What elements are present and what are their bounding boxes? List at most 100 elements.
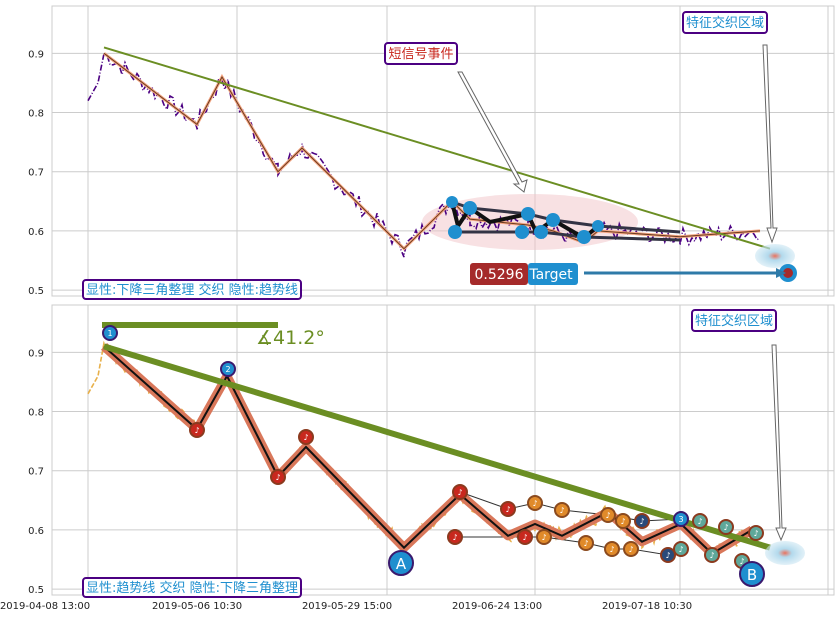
top-marker xyxy=(463,201,477,215)
bottom-trend-line xyxy=(103,343,771,551)
point-2-label: 2 xyxy=(225,365,230,374)
short-signal-arrow xyxy=(457,71,528,193)
y-tick-label: 0.8 xyxy=(28,408,44,419)
top-y-ticks: 0.5 0.6 0.7 0.8 0.9 xyxy=(28,49,44,297)
y-tick-label: 0.8 xyxy=(28,109,44,120)
note-marker xyxy=(673,541,689,557)
note-glyph: ♪ xyxy=(639,517,644,526)
note-glyph: ♪ xyxy=(541,533,546,542)
note-glyph: ♪ xyxy=(452,533,457,542)
y-tick-label: 0.6 xyxy=(28,227,44,238)
note-glyph: ♪ xyxy=(628,545,633,554)
note-glyph: ♪ xyxy=(739,557,744,566)
note-marker xyxy=(447,529,463,545)
point-b-label: B xyxy=(747,566,757,584)
y-tick-label: 0.5 xyxy=(28,585,44,596)
note-marker xyxy=(615,513,631,529)
target-marker: 0.5296 Target xyxy=(470,263,797,285)
top-zigzag xyxy=(103,52,761,250)
top-marker xyxy=(592,220,604,232)
top-marker xyxy=(546,213,560,227)
top-panel: 0.5 0.6 0.7 0.8 0.9 xyxy=(28,5,835,300)
top-triangle xyxy=(446,196,681,244)
note-glyph: ♪ xyxy=(583,539,588,548)
top-feature-zone-label: 特征交织区域 xyxy=(686,15,764,31)
y-tick-label: 0.5 xyxy=(28,286,44,297)
top-trend-line xyxy=(103,46,771,250)
x-tick-label: 2019-04-08 13:00 xyxy=(0,601,90,612)
point-a-label: A xyxy=(396,555,407,573)
y-tick-label: 0.7 xyxy=(28,168,44,179)
short-signal-label: 短信号事件 xyxy=(388,47,453,62)
point-b-marker xyxy=(739,561,765,587)
note-marker xyxy=(704,547,720,563)
note-glyph: ♪ xyxy=(678,545,683,554)
x-tick-labels: 2019-04-08 13:00 2019-05-06 10:30 2019-05-… xyxy=(0,601,692,612)
y-tick-label: 0.9 xyxy=(28,49,44,60)
point-3-label: 3 xyxy=(678,515,683,524)
point-1-label: 1 xyxy=(107,329,112,338)
top-marker xyxy=(446,196,458,208)
point-3-marker xyxy=(673,511,689,527)
bottom-legend-label: 显性:趋势线 交织 隐性:下降三角整理 xyxy=(86,580,298,596)
note-glyph: ♪ xyxy=(194,426,199,435)
note-marker xyxy=(604,541,620,557)
note-glyph: ♪ xyxy=(609,545,614,554)
point-2-marker xyxy=(220,361,236,377)
note-marker xyxy=(452,484,468,500)
bottom-grid xyxy=(52,305,834,595)
note-glyph: ♪ xyxy=(532,499,537,508)
note-glyph: ♪ xyxy=(559,506,564,515)
point-1-marker xyxy=(102,325,118,341)
note-marker xyxy=(189,422,205,438)
bottom-feature-zone xyxy=(765,541,805,565)
note-glyph: ♪ xyxy=(753,529,758,538)
top-marker xyxy=(515,225,529,239)
top-marker xyxy=(448,225,462,239)
target-value: 0.5296 xyxy=(475,267,524,283)
top-marker xyxy=(534,225,548,239)
top-marker xyxy=(577,230,591,244)
point-a-marker xyxy=(388,550,414,576)
y-tick-label: 0.9 xyxy=(28,348,44,359)
angle-label: ∡41.2° xyxy=(256,327,325,349)
note-marker xyxy=(270,469,286,485)
note-marker xyxy=(578,535,594,551)
x-tick-label: 2019-06-24 13:00 xyxy=(452,601,542,612)
note-marker xyxy=(692,513,708,529)
note-glyph: ♪ xyxy=(620,517,625,526)
top-feature-zone xyxy=(755,244,795,268)
bottom-feature-zone-label: 特征交织区域 xyxy=(695,313,773,329)
y-tick-label: 0.6 xyxy=(28,526,44,537)
note-marker xyxy=(500,501,516,517)
note-glyph: ♪ xyxy=(605,511,610,520)
bottom-zigzag xyxy=(103,345,753,555)
note-marker xyxy=(660,547,676,563)
target-label: Target xyxy=(528,267,573,283)
bottom-panel: 0.5 0.6 0.7 0.8 0.9 ∡41.2° ♪ ♪ ♪ ♪ ♪ ♪ ♪ ♪ ♪ ♪ ♪ ♪ ♪ ♪ ♪ ♪ ♪… xyxy=(28,304,835,598)
note-glyph: ♪ xyxy=(709,551,714,560)
top-marker xyxy=(521,207,535,221)
note-marker xyxy=(298,429,314,445)
note-glyph: ♪ xyxy=(275,473,280,482)
top-feature-arrow xyxy=(762,44,778,244)
note-glyph: ♪ xyxy=(697,517,702,526)
note-marker xyxy=(634,513,650,529)
note-marker xyxy=(718,519,734,535)
bottom-feature-arrow xyxy=(771,344,787,542)
x-tick-label: 2019-05-29 15:00 xyxy=(302,601,392,612)
note-marker xyxy=(623,541,639,557)
note-glyph: ♪ xyxy=(665,551,670,560)
note-marker xyxy=(554,502,570,518)
note-marker xyxy=(536,529,552,545)
note-glyph: ♪ xyxy=(723,523,728,532)
note-glyph: ♪ xyxy=(303,433,308,442)
bottom-y-ticks: 0.5 0.6 0.7 0.8 0.9 xyxy=(28,348,44,596)
note-glyph: ♪ xyxy=(522,533,527,542)
note-glyph: ♪ xyxy=(505,505,510,514)
note-glyph: ♪ xyxy=(457,488,462,497)
top-legend-label: 显性:下降三角整理 交织 隐性:趋势线 xyxy=(86,282,298,298)
note-marker xyxy=(527,495,543,511)
y-tick-label: 0.7 xyxy=(28,467,44,478)
